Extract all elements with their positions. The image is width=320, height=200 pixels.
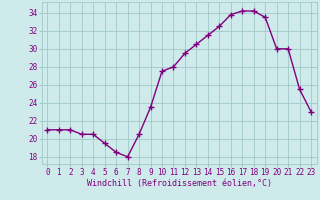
X-axis label: Windchill (Refroidissement éolien,°C): Windchill (Refroidissement éolien,°C) [87, 179, 272, 188]
